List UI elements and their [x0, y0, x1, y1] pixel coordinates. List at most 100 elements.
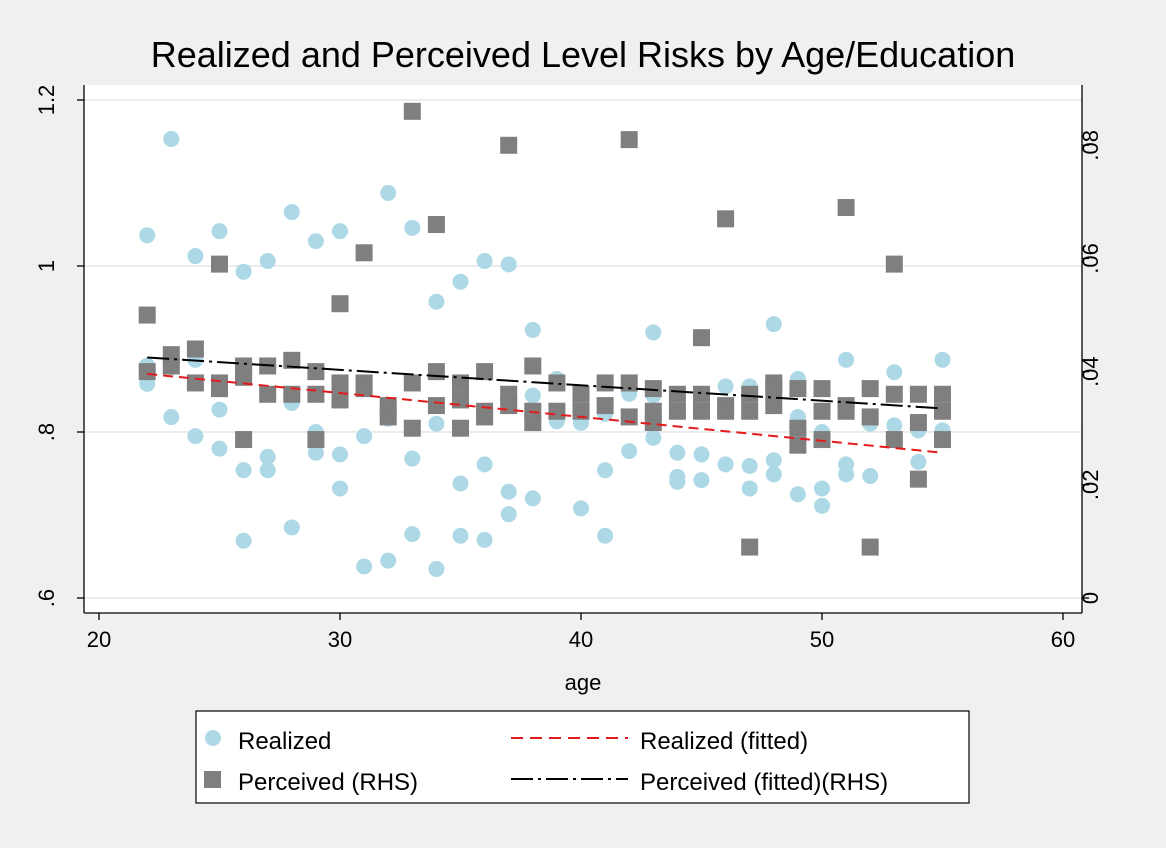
perceived-point — [355, 244, 373, 262]
perceived-point — [307, 431, 325, 449]
y-right-tick-label: .06 — [1078, 243, 1103, 274]
perceived-point — [861, 408, 879, 426]
perceived-point — [211, 255, 228, 273]
realized-point — [741, 480, 758, 497]
realized-point — [428, 560, 445, 577]
perceived-point — [138, 306, 156, 324]
legend-perceived-marker — [204, 771, 221, 788]
realized-point — [428, 415, 445, 432]
perceived-point — [524, 357, 542, 375]
perceived-point — [596, 374, 614, 392]
realized-point — [187, 428, 204, 445]
legend-perceived-label: Perceived (RHS) — [238, 769, 418, 796]
realized-point — [814, 480, 830, 497]
perceived-point — [186, 340, 204, 358]
legend-box — [195, 710, 970, 804]
y-left-tick-label: 1 — [34, 260, 59, 272]
realized-point — [886, 364, 903, 381]
perceived-point — [885, 385, 903, 403]
perceived-point — [741, 402, 759, 420]
perceived-point — [476, 363, 494, 381]
realized-point — [621, 443, 638, 460]
perceived-point — [283, 385, 301, 403]
realized-point — [259, 448, 276, 465]
y-right-tick-label: 0 — [1078, 592, 1103, 604]
perceived-point — [909, 470, 927, 488]
realized-point — [645, 429, 662, 446]
perceived-point — [307, 363, 325, 381]
perceived-point — [861, 380, 879, 398]
perceived-point — [620, 131, 638, 149]
realized-point — [211, 440, 228, 457]
perceived-point — [162, 357, 180, 375]
perceived-point — [765, 397, 783, 415]
realized-point — [452, 273, 469, 290]
realized-point — [934, 351, 951, 368]
realized-point — [404, 526, 421, 543]
perceived-point — [524, 414, 542, 432]
perceived-point — [717, 210, 735, 228]
perceived-point — [572, 402, 590, 420]
plot-area — [84, 85, 1082, 613]
legend-realized-fit-label: Realized (fitted) — [640, 728, 808, 755]
realized-point — [356, 558, 373, 575]
perceived-point — [813, 431, 831, 449]
realized-point — [765, 466, 782, 483]
realized-point — [404, 219, 421, 236]
y-left-tick-label: 1.2 — [34, 85, 59, 116]
realized-point — [332, 223, 348, 240]
axes: 20 30 40 50 60 .6 .8 1 1.2 0 .02 .04 .06 .08 — [34, 85, 1103, 652]
perceived-point — [500, 136, 518, 154]
realized-point — [452, 527, 469, 544]
y-right-tick-label: .02 — [1078, 470, 1103, 501]
realized-point — [573, 500, 589, 517]
y-left-tick-label: .8 — [34, 423, 59, 441]
perceived-point — [909, 414, 927, 432]
realized-point — [163, 409, 180, 426]
legend-realized-label: Realized — [238, 728, 331, 755]
realized-point — [307, 233, 324, 250]
legend-realized-marker — [205, 730, 221, 746]
perceived-point — [138, 363, 156, 381]
perceived-point — [403, 419, 421, 437]
perceived-point — [355, 380, 373, 398]
perceived-point — [693, 402, 710, 420]
y-right-tick-label: .04 — [1078, 356, 1103, 387]
realized-point — [910, 453, 927, 470]
perceived-point — [813, 380, 831, 398]
data-markers — [138, 102, 951, 577]
perceived-point — [403, 102, 421, 120]
y-left-tick-label: .6 — [34, 589, 59, 607]
perceived-point — [813, 402, 831, 420]
perceived-point — [548, 374, 566, 392]
perceived-point — [620, 374, 638, 392]
realized-point — [862, 467, 879, 484]
realized-point — [597, 527, 614, 544]
perceived-point — [789, 436, 807, 454]
x-tick-label: 40 — [569, 627, 593, 652]
perceived-point — [331, 295, 349, 313]
x-tick-label: 60 — [1051, 627, 1075, 652]
realized-point — [838, 351, 855, 368]
realized-point — [693, 472, 710, 489]
realized-point — [500, 483, 517, 500]
realized-point — [163, 131, 180, 148]
perceived-point — [476, 408, 494, 426]
perceived-point — [789, 380, 807, 398]
perceived-point — [717, 402, 735, 420]
perceived-point — [789, 419, 807, 437]
realized-point — [187, 248, 204, 265]
perceived-point — [548, 402, 566, 420]
legend-perceived-fit-label: Perceived (fitted)(RHS) — [640, 769, 888, 796]
perceived-point — [500, 397, 518, 415]
realized-point — [283, 204, 300, 221]
realized-point — [476, 253, 493, 270]
perceived-point — [837, 199, 855, 217]
perceived-point — [427, 397, 445, 415]
perceived-point — [307, 385, 325, 403]
chart-title: Realized and Perceived Level Risks by Ag… — [151, 34, 1016, 75]
realized-point — [452, 475, 469, 492]
perceived-point — [331, 391, 349, 409]
perceived-point — [861, 538, 879, 556]
